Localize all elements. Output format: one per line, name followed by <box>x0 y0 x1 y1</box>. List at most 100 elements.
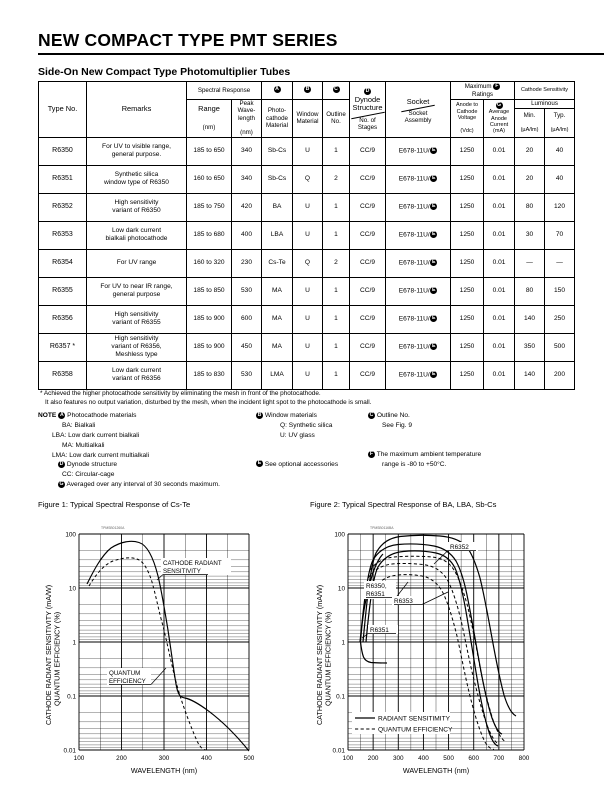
range-unit: (nm) <box>202 123 216 131</box>
figure-2-ylabel-line1: CATHODE RADIANT SENSITIVITY (mA/W) <box>315 585 324 725</box>
dynode-line2: Structure <box>352 103 383 113</box>
col-dynode-structure: D Dynode Structure No. of Stages <box>349 81 386 138</box>
cell-anode-voltage: 1250 <box>450 136 484 166</box>
svg-text:R6351: R6351 <box>366 591 385 598</box>
svg-text:CATHODE RADIANT: CATHODE RADIANT <box>163 560 222 567</box>
anode-voltage-unit: (Vdc) <box>460 128 474 134</box>
col-socket: Socket Socket Assembly <box>385 81 451 138</box>
socket-text: E678-11U/ <box>398 147 430 155</box>
cell-range: 185 to 850 <box>186 276 232 306</box>
note-f: F The maximum ambient temperature range … <box>368 450 588 470</box>
note-b-title: Window materials <box>264 412 317 419</box>
cell-outline: 1 <box>322 136 350 166</box>
cell-window: U <box>292 276 323 306</box>
cell-socket: E678-11U/E <box>385 136 451 166</box>
cell-range: 185 to 680 <box>186 220 232 250</box>
note-label: NOTE <box>38 412 57 419</box>
cell-anode-current: 0.01 <box>483 332 515 362</box>
cell-outline: 1 <box>322 360 350 390</box>
col-remarks: Remarks <box>86 81 187 138</box>
col-typ: Typ. (µA/lm) <box>544 108 575 138</box>
peak-unit: (nm) <box>240 129 253 137</box>
note-c-title: Outline No. <box>376 412 410 419</box>
outline-line2: No. <box>331 118 341 126</box>
cell-typ: 40 <box>544 136 575 166</box>
cell-remarks: Low dark current variant of R6356 <box>86 360 187 390</box>
cell-remarks: For UV to visible range, general purpose… <box>86 136 187 166</box>
cell-min: 140 <box>514 360 545 390</box>
remarks-line1: High sensitivity <box>114 311 159 319</box>
figure-1-ylabel-line1: CATHODE RADIANT SENSITIVITY (mA/W) <box>44 585 53 725</box>
note-a-title: Photocathode materials <box>67 412 137 419</box>
cell-window: U <box>292 220 323 250</box>
remarks-line1: For UV to near IR range, <box>100 283 173 291</box>
note-a-item: LBA: Low dark current bialkali <box>52 431 140 439</box>
cell-outline: 1 <box>322 304 350 334</box>
range-label: Range <box>198 104 220 114</box>
cell-photocathode: Sb-Cs <box>261 164 293 194</box>
figure-1-svg: TPMSB01260A CATHODE RADIANT SENSITIVITY … <box>44 526 255 775</box>
footnote-line1: * Achieved the higher photocathode sensi… <box>40 390 321 397</box>
figure-2-legend: RADIANT SENSITIMITY QUANTUM EFFICIENCY <box>352 712 453 734</box>
peak-line1: Peak <box>239 100 254 107</box>
figure-1-caption: Figure 1: Typical Spectral Response of C… <box>38 500 191 509</box>
svg-text:500: 500 <box>244 755 255 762</box>
marker-e-icon: E <box>430 315 438 323</box>
figure-1-curve-quantum-efficiency <box>88 557 208 751</box>
note-d: D Dynode structure <box>38 460 288 470</box>
min-label: Min. <box>523 111 536 119</box>
marker-d-icon: D <box>58 461 65 469</box>
figure-2-curve-r6350-qe <box>367 562 500 745</box>
cell-anode-voltage: 1250 <box>450 220 484 250</box>
col-average-anode-current: G Average Anode Current (mA) <box>483 99 515 138</box>
dynode-line3: No. of <box>359 116 376 124</box>
cell-type-no: R6355 <box>38 276 87 306</box>
cell-dynode: CC/9 <box>349 136 386 166</box>
note-b: B Window materials <box>256 411 396 421</box>
table-row: R6353 Low dark current bialkali photocat… <box>38 220 575 250</box>
cell-window: U <box>292 332 323 362</box>
cell-anode-voltage: 1250 <box>450 304 484 334</box>
cell-outline: 2 <box>322 248 350 278</box>
marker-g-icon: G <box>495 101 503 109</box>
cell-typ: 120 <box>544 192 575 222</box>
marker-f-icon: F <box>368 450 375 458</box>
svg-text:500: 500 <box>443 755 454 762</box>
svg-text:R6351: R6351 <box>370 627 389 634</box>
cell-min: 30 <box>514 220 545 250</box>
cell-anode-voltage: 1250 <box>450 164 484 194</box>
svg-text:1: 1 <box>341 640 345 647</box>
svg-text:R6353: R6353 <box>394 598 413 605</box>
svg-text:R6352: R6352 <box>450 544 469 551</box>
footnote-line2: It also features no output variation, di… <box>45 399 372 407</box>
svg-text:100: 100 <box>334 532 345 539</box>
figure-1-code: TPMSB01260A <box>101 526 125 530</box>
figure-2-curve-r6352-qe <box>369 555 507 743</box>
cell-dynode: CC/9 <box>349 304 386 334</box>
figure-2-ytick-labels: 100 10 1 0.1 0.01 <box>333 532 346 755</box>
svg-text:700: 700 <box>494 755 505 762</box>
marker-e-icon: E <box>430 231 438 239</box>
cell-typ: 500 <box>544 332 575 362</box>
marker-b-icon: B <box>256 411 263 419</box>
table-row: R6354 For UV range 160 to 320 230 Cs-Te … <box>38 248 575 278</box>
svg-text:400: 400 <box>201 755 212 762</box>
marker-e-icon: E <box>430 147 438 155</box>
table-row: R6355 For UV to near IR range, general p… <box>38 276 575 306</box>
note-d-item: CC: Circular-cage <box>62 471 115 479</box>
figure-2-annotation-r6351: R6351 <box>361 625 398 639</box>
cell-outline: 1 <box>322 220 350 250</box>
cell-dynode: CC/9 <box>349 192 386 222</box>
marker-e-icon: E <box>256 460 263 468</box>
cell-socket: E678-11U/E <box>385 276 451 306</box>
col-window-material: Window Material <box>292 99 323 138</box>
marker-e-icon: E <box>430 203 438 211</box>
svg-text:SENSITIVITY: SENSITIVITY <box>163 568 201 575</box>
cell-socket: E678-11U/E <box>385 248 451 278</box>
anode-current-unit: (mA) <box>493 128 505 135</box>
marker-photocathode-cell: A <box>261 81 293 100</box>
cell-anode-current: 0.01 <box>483 360 515 390</box>
cell-outline: 1 <box>322 332 350 362</box>
cell-type-no: R6351 <box>38 164 87 194</box>
